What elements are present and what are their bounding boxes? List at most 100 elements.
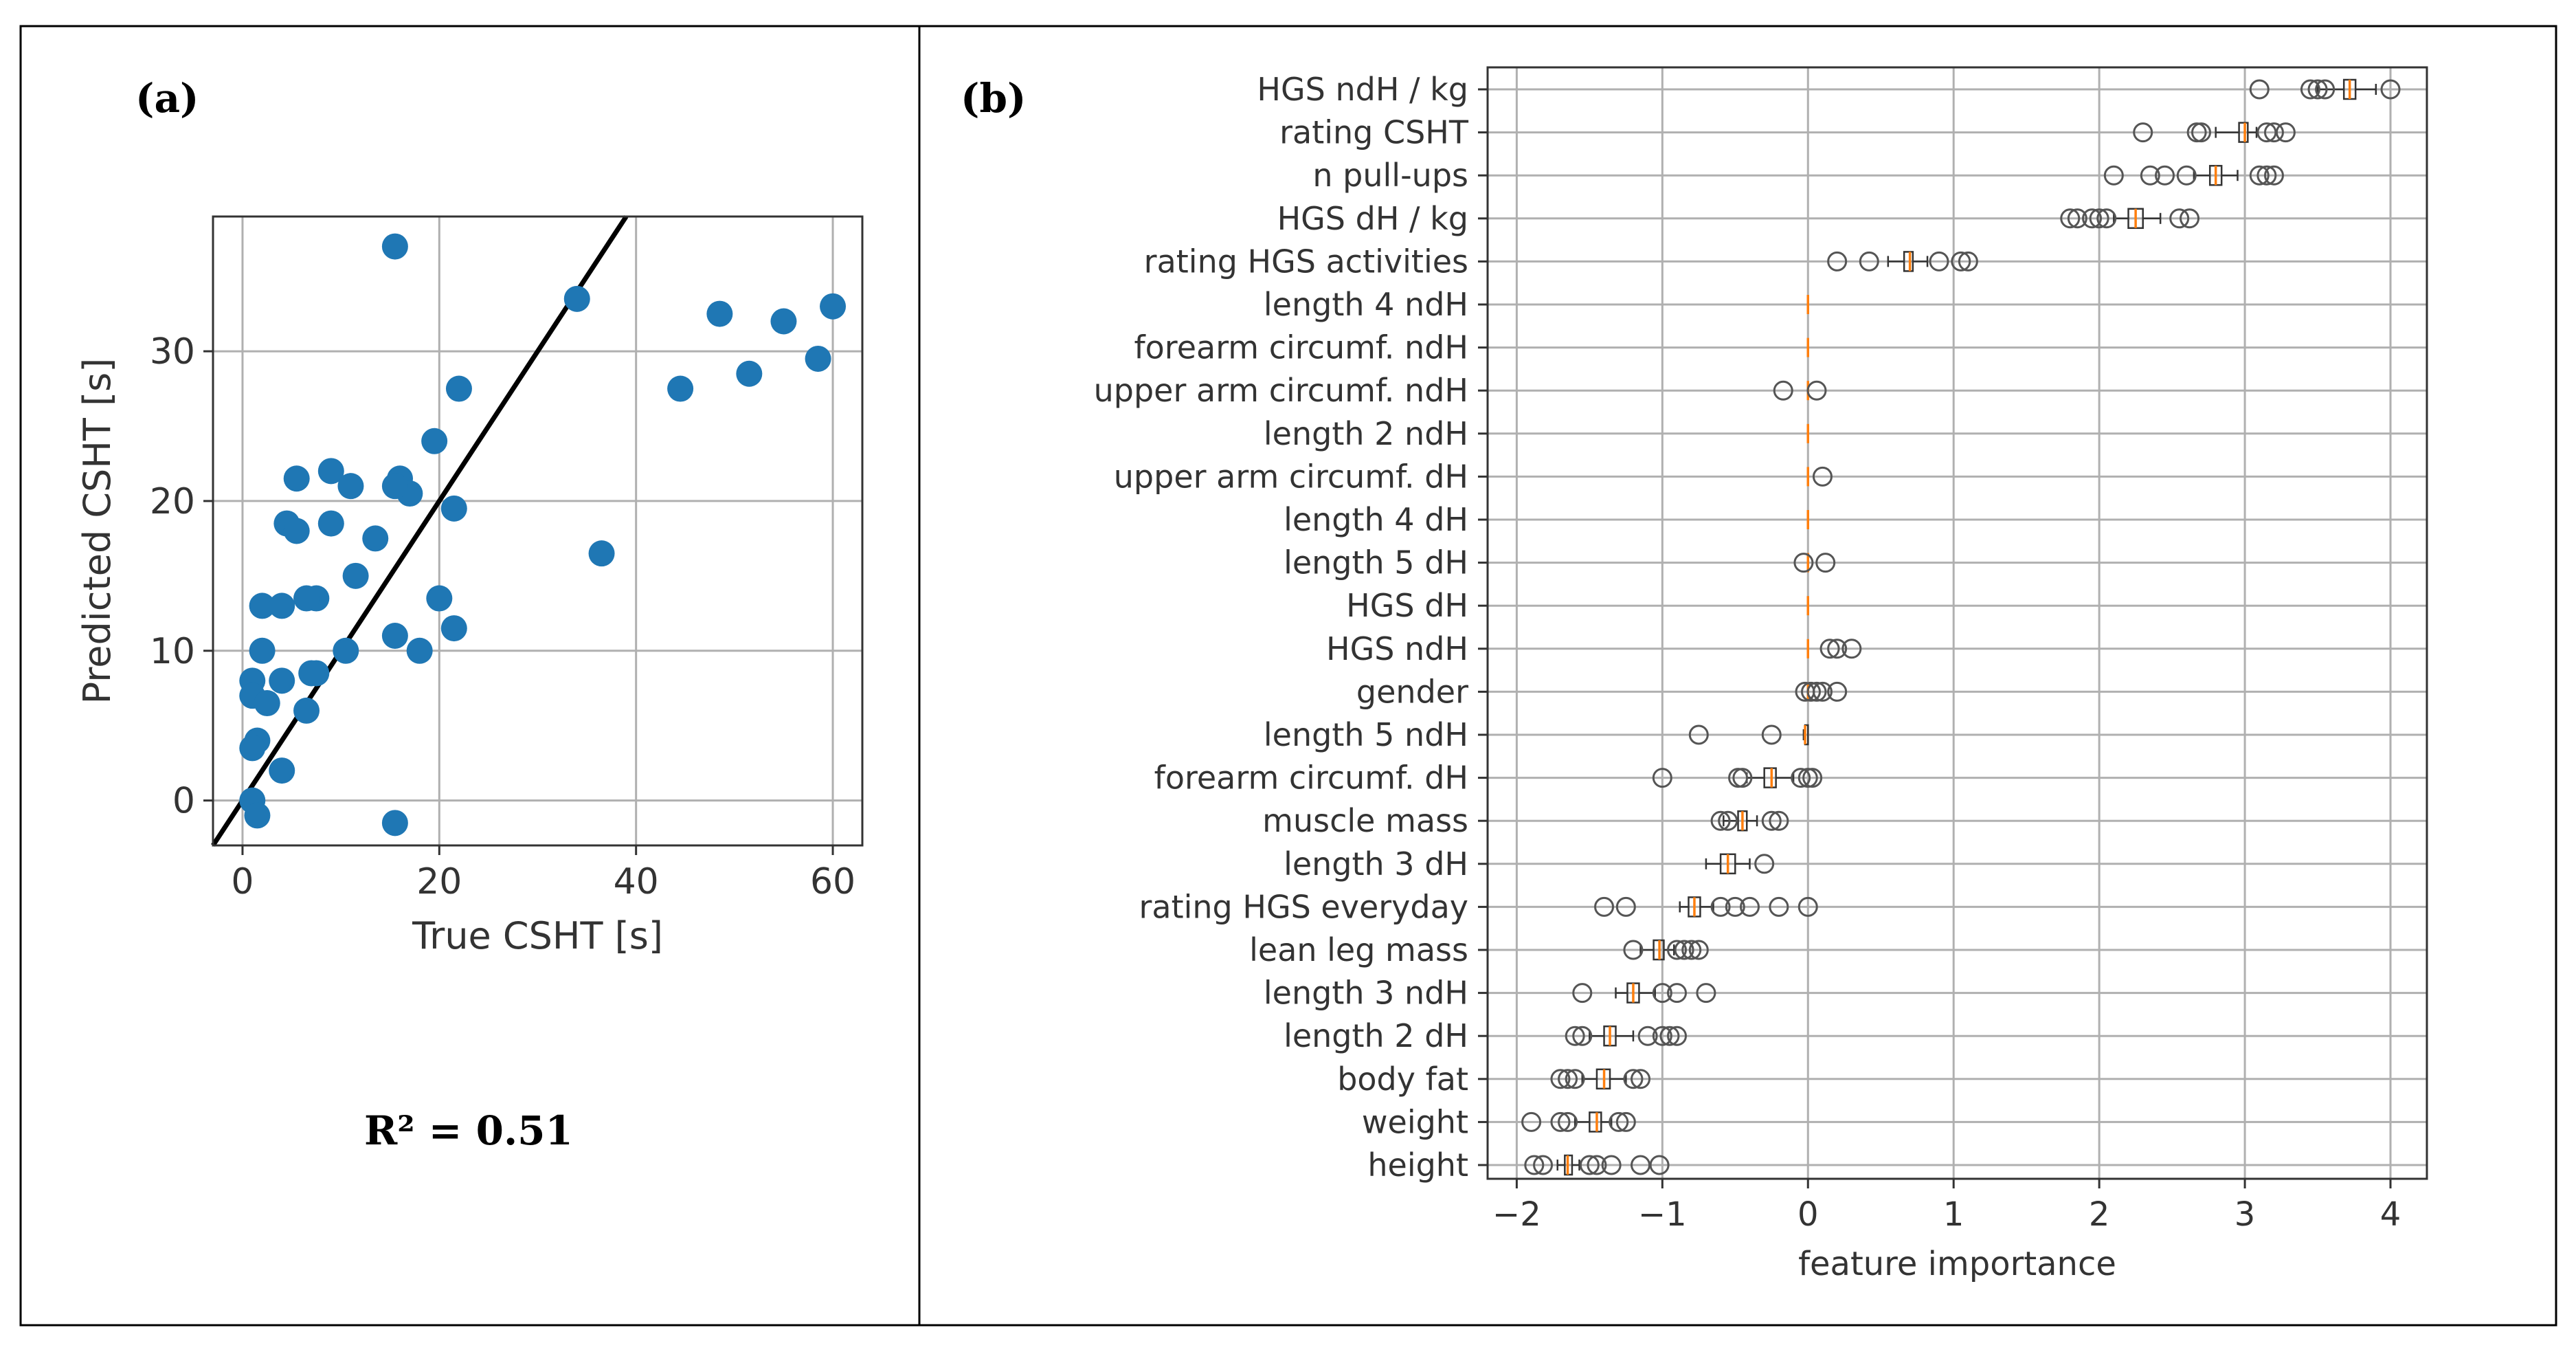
boxplot-flier bbox=[1773, 380, 1793, 401]
boxplot-flier bbox=[2133, 122, 2153, 143]
scatter-ticks: 0 20 40 60 0 10 20 30 bbox=[150, 331, 855, 902]
boxplot-flier bbox=[1609, 1111, 1629, 1132]
boxplot-flier bbox=[1812, 466, 1833, 487]
boxplot-feature-box bbox=[2103, 164, 2284, 186]
boxplot-feature-box bbox=[1652, 767, 1823, 788]
boxplot-flier bbox=[1594, 896, 1615, 917]
boxplot-flier bbox=[1587, 1155, 1607, 1175]
scatter-point bbox=[440, 495, 467, 522]
boxplot-feature-box bbox=[1688, 724, 1809, 746]
scatter-chart: 0 20 40 60 0 10 20 30 True CSHT [s] Predicted C… bbox=[76, 215, 864, 957]
boxplot-flier bbox=[2082, 208, 2103, 229]
boxplot-flier bbox=[1761, 724, 1782, 745]
boxplot-feature-label: n pull-ups bbox=[1312, 157, 1468, 194]
boxplot-feature-box bbox=[1623, 939, 1709, 961]
boxplot-flier bbox=[2176, 165, 2197, 186]
boxplot-flier bbox=[1652, 768, 1672, 788]
boxplot-flier bbox=[1565, 1026, 1585, 1046]
boxplot-flier bbox=[1637, 1026, 1658, 1046]
scatter-point bbox=[317, 510, 344, 537]
scatter-point bbox=[249, 592, 276, 619]
scatter-point bbox=[426, 585, 453, 612]
boxplot-ticks: −2 −1 0 1 2 3 4 bbox=[1478, 88, 2401, 1234]
scatter-y-tick-label: 0 bbox=[172, 781, 195, 822]
boxplot-feature-label: length 4 ndH bbox=[1264, 286, 1468, 323]
boxplot-flier bbox=[1806, 380, 1827, 401]
scatter-point bbox=[362, 525, 389, 552]
boxplot-feature-label: forearm circumf. ndH bbox=[1134, 329, 1468, 366]
boxplot-feature-box bbox=[1572, 982, 1716, 1004]
boxplot-feature-label: upper arm circumf. ndH bbox=[1094, 372, 1468, 409]
scatter-point bbox=[736, 360, 763, 387]
boxplot-flier bbox=[1631, 1069, 1651, 1089]
boxplot-feature-box bbox=[1827, 251, 1978, 272]
boxplot-feature-box bbox=[1793, 553, 1836, 573]
boxplot-feature-box bbox=[2133, 122, 2296, 143]
boxplot-feature-label: HGS dH / kg bbox=[1277, 200, 1468, 237]
boxplot-feature-box bbox=[1806, 466, 1833, 487]
boxplot-flier bbox=[2067, 208, 2087, 229]
scatter-point bbox=[381, 810, 408, 836]
boxplot-feature-label: forearm circumf. dH bbox=[1154, 760, 1468, 797]
boxplot-feature-label: length 2 ndH bbox=[1264, 415, 1468, 452]
scatter-point bbox=[588, 540, 615, 567]
scatter-point bbox=[254, 690, 280, 717]
scatter-points bbox=[239, 233, 847, 836]
boxplot-flier bbox=[1601, 1155, 1622, 1175]
boxplot-flier bbox=[1793, 553, 1814, 573]
boxplot-flier bbox=[1859, 251, 1879, 271]
boxplot-flier bbox=[2140, 165, 2160, 186]
boxplot-feature-label: length 3 ndH bbox=[1264, 975, 1468, 1012]
boxplot-flier bbox=[1958, 251, 1978, 271]
boxplot-flier bbox=[1652, 1026, 1672, 1046]
boxplot-flier bbox=[1806, 681, 1827, 702]
boxplot-flier bbox=[1696, 983, 1716, 1004]
boxplot-flier bbox=[2155, 165, 2175, 186]
boxplot-flier bbox=[1710, 896, 1731, 917]
boxplot-flier bbox=[1761, 810, 1782, 831]
boxplot-flier bbox=[1631, 1155, 1651, 1175]
boxplot-flier bbox=[1819, 639, 1840, 659]
boxplot-x-tick-label: 0 bbox=[1797, 1195, 1819, 1234]
boxplot-feature-box bbox=[1710, 810, 1789, 832]
boxplot-flier bbox=[1815, 553, 1836, 573]
boxplot-feature-box bbox=[1705, 853, 1775, 875]
boxplot-feature-label: HGS ndH bbox=[1326, 630, 1468, 667]
boxplot-flier bbox=[1688, 940, 1709, 960]
boxplot-flier bbox=[1667, 1026, 1688, 1046]
scatter-point bbox=[269, 592, 295, 619]
scatter-point bbox=[381, 233, 408, 260]
boxplot-feature-label: rating HGS everyday bbox=[1139, 888, 1468, 925]
boxplot-plot-area bbox=[1486, 66, 2428, 1180]
scatter-point bbox=[706, 300, 733, 327]
boxplot-feature-box bbox=[1795, 681, 1848, 702]
boxplot-flier bbox=[1827, 251, 1848, 271]
boxplot-flier bbox=[2249, 79, 2270, 100]
boxplot-flier bbox=[1951, 251, 1971, 271]
boxplot-flier bbox=[2300, 79, 2320, 100]
scatter-plot-area bbox=[212, 215, 864, 847]
boxplot-feature-box bbox=[1773, 380, 1827, 401]
scatter-point bbox=[283, 518, 310, 544]
boxplot-feature-box bbox=[1594, 896, 1818, 918]
boxplot-box bbox=[1763, 767, 1777, 788]
boxplot-feature-label: upper arm circumf. dH bbox=[1114, 458, 1468, 495]
boxplot-flier bbox=[1572, 1026, 1593, 1046]
scatter-y-axis-label: Predicted CSHT [s] bbox=[76, 358, 119, 705]
figure-frame bbox=[19, 25, 2557, 1327]
boxplot-x-tick-label: 1 bbox=[1943, 1195, 1964, 1234]
r-squared-annotation: R² = 0.51 bbox=[364, 1107, 573, 1154]
scatter-x-tick-label: 40 bbox=[614, 861, 659, 902]
boxplot-flier bbox=[2249, 165, 2270, 186]
boxplot-x-tick-label: 3 bbox=[2235, 1195, 2256, 1234]
scatter-point bbox=[269, 757, 295, 784]
boxplot-flier bbox=[2256, 165, 2277, 186]
boxplot-flier bbox=[2103, 165, 2124, 186]
scatter-point bbox=[667, 375, 694, 402]
boxplot-feature-labels: HGS ndH / kg rating CSHT n pull-ups HGS dH … bbox=[1094, 71, 1469, 1184]
boxplot-feature-label: muscle mass bbox=[1262, 802, 1468, 839]
boxplot-feature-box bbox=[1521, 1111, 1636, 1133]
boxplot-x-tick-label: −2 bbox=[1492, 1195, 1541, 1234]
scatter-y-tick-label: 30 bbox=[150, 331, 195, 373]
